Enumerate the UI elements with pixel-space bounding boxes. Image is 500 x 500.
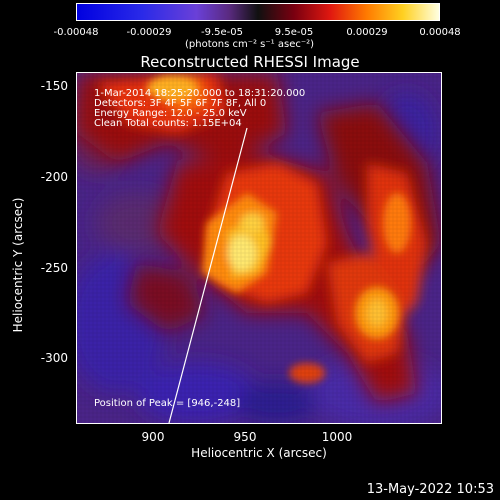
colorbar-tick: -0.00029 bbox=[126, 27, 172, 38]
y-tick-label: -250 bbox=[40, 261, 68, 275]
plot-date: 13-May-2022 10:53 bbox=[366, 482, 494, 497]
peak-position-text: Position of Peak = [946,-248] bbox=[94, 398, 241, 409]
rhessi-image: 1-Mar-2014 18:25:20.000 to 18:31:20.000 … bbox=[76, 72, 442, 424]
solar-limb-line bbox=[168, 127, 248, 423]
x-tick-label: 900 bbox=[141, 430, 165, 444]
colorbar-units: (photons cm⁻² s⁻¹ asec⁻²) bbox=[185, 39, 315, 50]
colorbar-tick: 0.00029 bbox=[346, 27, 388, 38]
detectors-text: Detectors: 3F 4F 5F 6F 7F 8F, All 0 bbox=[94, 98, 267, 109]
colorbar-tick: 9.5e-05 bbox=[274, 27, 314, 38]
colorbar-tick: 0.00048 bbox=[419, 27, 461, 38]
image-title: Reconstructed RHESSI Image bbox=[140, 53, 360, 71]
x-axis-label: Heliocentric X (arcsec) bbox=[191, 446, 327, 460]
clean-counts-text: Clean Total counts: 1.15E+04 bbox=[94, 118, 242, 129]
y-axis-label: Heliocentric Y (arcsec) bbox=[11, 197, 25, 333]
colorbar-tick: -9.5e-05 bbox=[201, 27, 243, 38]
colorbar-tick: -0.00048 bbox=[53, 27, 99, 38]
x-tick-label: 950 bbox=[233, 430, 257, 444]
energy-range-text: Energy Range: 12.0 - 25.0 keV bbox=[94, 108, 247, 119]
time-range-text: 1-Mar-2014 18:25:20.000 to 18:31:20.000 bbox=[94, 88, 306, 99]
colorbar bbox=[76, 3, 440, 21]
x-tick-label: 1000 bbox=[321, 430, 353, 444]
y-tick-label: -300 bbox=[40, 351, 68, 365]
y-tick-label: -200 bbox=[40, 170, 68, 184]
y-tick-label: -150 bbox=[40, 79, 68, 93]
